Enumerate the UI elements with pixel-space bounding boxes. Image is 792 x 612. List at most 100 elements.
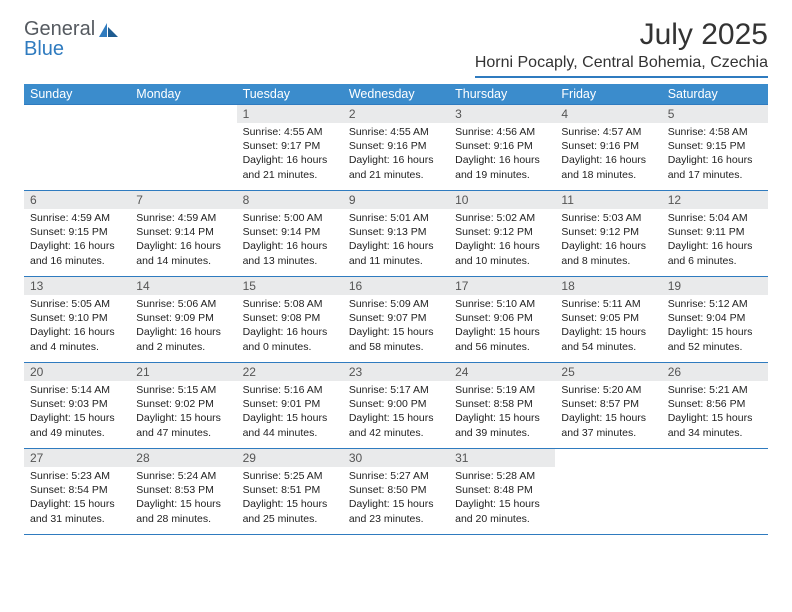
sunrise-text: Sunrise: 4:59 AM — [136, 211, 230, 225]
calendar-day-cell: 8Sunrise: 5:00 AMSunset: 9:14 PMDaylight… — [237, 191, 343, 277]
day-number: 16 — [343, 277, 449, 295]
sunrise-text: Sunrise: 5:17 AM — [349, 383, 443, 397]
sunrise-text: Sunrise: 5:09 AM — [349, 297, 443, 311]
daylight-text: Daylight: 15 hours and 31 minutes. — [30, 497, 124, 525]
title-block: July 2025 Horni Pocaply, Central Bohemia… — [475, 18, 768, 78]
weekday-header: Monday — [130, 84, 236, 105]
sunset-text: Sunset: 9:15 PM — [668, 139, 762, 153]
day-details: Sunrise: 5:10 AMSunset: 9:06 PMDaylight:… — [449, 295, 555, 358]
day-details: Sunrise: 4:55 AMSunset: 9:16 PMDaylight:… — [343, 123, 449, 186]
calendar-day-cell: 26Sunrise: 5:21 AMSunset: 8:56 PMDayligh… — [662, 363, 768, 449]
day-number: 30 — [343, 449, 449, 467]
sunrise-text: Sunrise: 4:55 AM — [243, 125, 337, 139]
calendar-day-cell: 22Sunrise: 5:16 AMSunset: 9:01 PMDayligh… — [237, 363, 343, 449]
calendar-day-cell: 16Sunrise: 5:09 AMSunset: 9:07 PMDayligh… — [343, 277, 449, 363]
sunset-text: Sunset: 9:16 PM — [561, 139, 655, 153]
calendar-day-cell: 14Sunrise: 5:06 AMSunset: 9:09 PMDayligh… — [130, 277, 236, 363]
triangle-icon — [99, 23, 107, 37]
daylight-text: Daylight: 16 hours and 13 minutes. — [243, 239, 337, 267]
sunrise-text: Sunrise: 4:58 AM — [668, 125, 762, 139]
calendar-day-cell: 7Sunrise: 4:59 AMSunset: 9:14 PMDaylight… — [130, 191, 236, 277]
sunrise-text: Sunrise: 5:11 AM — [561, 297, 655, 311]
day-details: Sunrise: 5:16 AMSunset: 9:01 PMDaylight:… — [237, 381, 343, 444]
day-number: 26 — [662, 363, 768, 381]
sunrise-text: Sunrise: 4:55 AM — [349, 125, 443, 139]
sunset-text: Sunset: 9:02 PM — [136, 397, 230, 411]
calendar-day-cell: 20Sunrise: 5:14 AMSunset: 9:03 PMDayligh… — [24, 363, 130, 449]
day-details: Sunrise: 5:15 AMSunset: 9:02 PMDaylight:… — [130, 381, 236, 444]
day-number: 22 — [237, 363, 343, 381]
daylight-text: Daylight: 16 hours and 19 minutes. — [455, 153, 549, 181]
calendar-week-row: 27Sunrise: 5:23 AMSunset: 8:54 PMDayligh… — [24, 449, 768, 535]
sunset-text: Sunset: 9:16 PM — [349, 139, 443, 153]
calendar-day-cell: 23Sunrise: 5:17 AMSunset: 9:00 PMDayligh… — [343, 363, 449, 449]
weekday-header: Saturday — [662, 84, 768, 105]
sunset-text: Sunset: 9:12 PM — [561, 225, 655, 239]
sunset-text: Sunset: 8:57 PM — [561, 397, 655, 411]
sunset-text: Sunset: 9:04 PM — [668, 311, 762, 325]
sunrise-text: Sunrise: 5:02 AM — [455, 211, 549, 225]
day-details: Sunrise: 4:59 AMSunset: 9:14 PMDaylight:… — [130, 209, 236, 272]
day-details: Sunrise: 5:05 AMSunset: 9:10 PMDaylight:… — [24, 295, 130, 358]
logo-icon — [99, 23, 118, 37]
calendar-day-cell: 19Sunrise: 5:12 AMSunset: 9:04 PMDayligh… — [662, 277, 768, 363]
day-number: 8 — [237, 191, 343, 209]
day-number: 10 — [449, 191, 555, 209]
day-number: 27 — [24, 449, 130, 467]
day-number: 6 — [24, 191, 130, 209]
day-details: Sunrise: 5:02 AMSunset: 9:12 PMDaylight:… — [449, 209, 555, 272]
day-number: 1 — [237, 105, 343, 123]
calendar-day-cell: . — [24, 105, 130, 191]
calendar-day-cell: 12Sunrise: 5:04 AMSunset: 9:11 PMDayligh… — [662, 191, 768, 277]
sunrise-text: Sunrise: 5:20 AM — [561, 383, 655, 397]
calendar-day-cell: 13Sunrise: 5:05 AMSunset: 9:10 PMDayligh… — [24, 277, 130, 363]
calendar-day-cell: . — [130, 105, 236, 191]
daylight-text: Daylight: 15 hours and 23 minutes. — [349, 497, 443, 525]
calendar-day-cell: 1Sunrise: 4:55 AMSunset: 9:17 PMDaylight… — [237, 105, 343, 191]
day-details: Sunrise: 5:19 AMSunset: 8:58 PMDaylight:… — [449, 381, 555, 444]
weekday-header: Friday — [555, 84, 661, 105]
day-details: Sunrise: 5:01 AMSunset: 9:13 PMDaylight:… — [343, 209, 449, 272]
daylight-text: Daylight: 16 hours and 0 minutes. — [243, 325, 337, 353]
sunrise-text: Sunrise: 5:00 AM — [243, 211, 337, 225]
sunrise-text: Sunrise: 5:19 AM — [455, 383, 549, 397]
sunrise-text: Sunrise: 4:56 AM — [455, 125, 549, 139]
calendar-day-cell: 29Sunrise: 5:25 AMSunset: 8:51 PMDayligh… — [237, 449, 343, 535]
day-details: Sunrise: 5:03 AMSunset: 9:12 PMDaylight:… — [555, 209, 661, 272]
daylight-text: Daylight: 15 hours and 54 minutes. — [561, 325, 655, 353]
sunset-text: Sunset: 9:06 PM — [455, 311, 549, 325]
day-number: 15 — [237, 277, 343, 295]
day-details: Sunrise: 5:17 AMSunset: 9:00 PMDaylight:… — [343, 381, 449, 444]
sunset-text: Sunset: 8:53 PM — [136, 483, 230, 497]
day-details: Sunrise: 5:20 AMSunset: 8:57 PMDaylight:… — [555, 381, 661, 444]
weekday-header: Tuesday — [237, 84, 343, 105]
calendar-day-cell: 11Sunrise: 5:03 AMSunset: 9:12 PMDayligh… — [555, 191, 661, 277]
daylight-text: Daylight: 15 hours and 49 minutes. — [30, 411, 124, 439]
daylight-text: Daylight: 16 hours and 2 minutes. — [136, 325, 230, 353]
sunrise-text: Sunrise: 5:01 AM — [349, 211, 443, 225]
calendar-header-row: Sunday Monday Tuesday Wednesday Thursday… — [24, 84, 768, 105]
daylight-text: Daylight: 15 hours and 58 minutes. — [349, 325, 443, 353]
day-details: Sunrise: 5:14 AMSunset: 9:03 PMDaylight:… — [24, 381, 130, 444]
day-number: 28 — [130, 449, 236, 467]
day-details: Sunrise: 5:28 AMSunset: 8:48 PMDaylight:… — [449, 467, 555, 530]
sunrise-text: Sunrise: 5:14 AM — [30, 383, 124, 397]
calendar-day-cell: 24Sunrise: 5:19 AMSunset: 8:58 PMDayligh… — [449, 363, 555, 449]
daylight-text: Daylight: 15 hours and 20 minutes. — [455, 497, 549, 525]
calendar-day-cell: . — [662, 449, 768, 535]
calendar-week-row: 20Sunrise: 5:14 AMSunset: 9:03 PMDayligh… — [24, 363, 768, 449]
day-details: Sunrise: 5:24 AMSunset: 8:53 PMDaylight:… — [130, 467, 236, 530]
sunset-text: Sunset: 9:03 PM — [30, 397, 124, 411]
sunset-text: Sunset: 9:00 PM — [349, 397, 443, 411]
sunrise-text: Sunrise: 5:06 AM — [136, 297, 230, 311]
sunset-text: Sunset: 9:09 PM — [136, 311, 230, 325]
sunrise-text: Sunrise: 5:21 AM — [668, 383, 762, 397]
sunrise-text: Sunrise: 5:16 AM — [243, 383, 337, 397]
daylight-text: Daylight: 15 hours and 34 minutes. — [668, 411, 762, 439]
day-number: 25 — [555, 363, 661, 381]
day-number: 11 — [555, 191, 661, 209]
daylight-text: Daylight: 16 hours and 11 minutes. — [349, 239, 443, 267]
day-details: Sunrise: 5:21 AMSunset: 8:56 PMDaylight:… — [662, 381, 768, 444]
day-number: 23 — [343, 363, 449, 381]
day-details: Sunrise: 5:12 AMSunset: 9:04 PMDaylight:… — [662, 295, 768, 358]
